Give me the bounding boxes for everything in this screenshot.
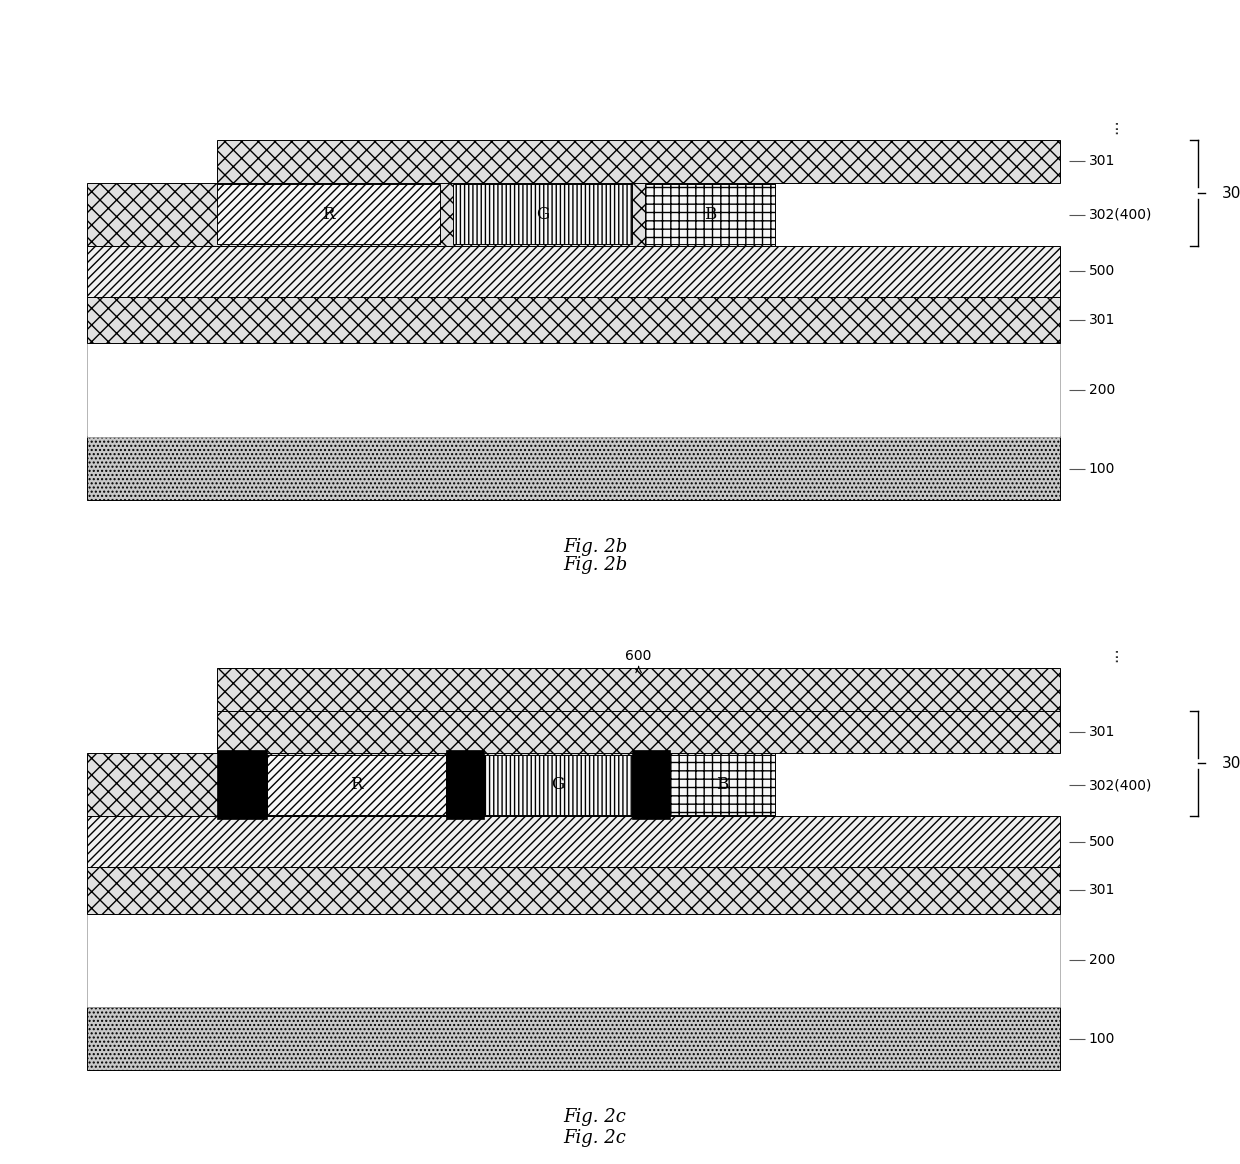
- Bar: [87, 867, 1060, 914]
- Text: G: G: [552, 776, 564, 793]
- Bar: [87, 1007, 1060, 1071]
- Text: 500: 500: [1089, 835, 1115, 849]
- Bar: [267, 754, 446, 815]
- Bar: [645, 184, 775, 244]
- Bar: [87, 753, 775, 816]
- Text: 100: 100: [1089, 1032, 1115, 1046]
- Text: Fig. 2c: Fig. 2c: [564, 1129, 626, 1148]
- Text: R: R: [350, 776, 363, 793]
- Text: 301: 301: [1089, 883, 1115, 897]
- Text: 100: 100: [1089, 462, 1115, 476]
- Text: Fig. 2b: Fig. 2b: [563, 538, 627, 555]
- Bar: [632, 751, 670, 819]
- Bar: [87, 297, 1060, 343]
- Bar: [484, 754, 632, 815]
- Text: G: G: [536, 206, 549, 222]
- Bar: [217, 140, 1060, 183]
- Text: 301: 301: [1089, 313, 1115, 327]
- Text: ...: ...: [1104, 118, 1121, 134]
- Text: 302(400): 302(400): [1089, 207, 1152, 221]
- Text: 300: 300: [1221, 185, 1240, 200]
- Bar: [87, 246, 1060, 297]
- Text: Fig. 2c: Fig. 2c: [564, 1108, 626, 1126]
- Bar: [670, 754, 775, 815]
- Text: B: B: [704, 206, 715, 222]
- Bar: [453, 184, 632, 244]
- Text: 500: 500: [1089, 264, 1115, 278]
- Text: ...: ...: [1104, 646, 1121, 661]
- Text: R: R: [322, 206, 335, 222]
- Text: 302(400): 302(400): [1089, 778, 1152, 792]
- Text: 200: 200: [1089, 953, 1115, 967]
- Text: 301: 301: [1089, 155, 1115, 169]
- Text: 600: 600: [625, 648, 652, 662]
- Text: 301: 301: [1089, 725, 1115, 739]
- Text: 300: 300: [1221, 755, 1240, 771]
- Bar: [87, 816, 1060, 867]
- Bar: [87, 436, 1060, 501]
- Text: 200: 200: [1089, 383, 1115, 397]
- Bar: [217, 184, 440, 244]
- Bar: [217, 668, 1060, 710]
- Bar: [87, 183, 775, 246]
- Bar: [217, 710, 1060, 753]
- Bar: [87, 914, 1060, 1007]
- Bar: [446, 751, 484, 819]
- Text: Fig. 2b: Fig. 2b: [563, 555, 627, 574]
- Bar: [217, 751, 267, 819]
- Bar: [87, 343, 1060, 436]
- Text: B: B: [717, 776, 728, 793]
